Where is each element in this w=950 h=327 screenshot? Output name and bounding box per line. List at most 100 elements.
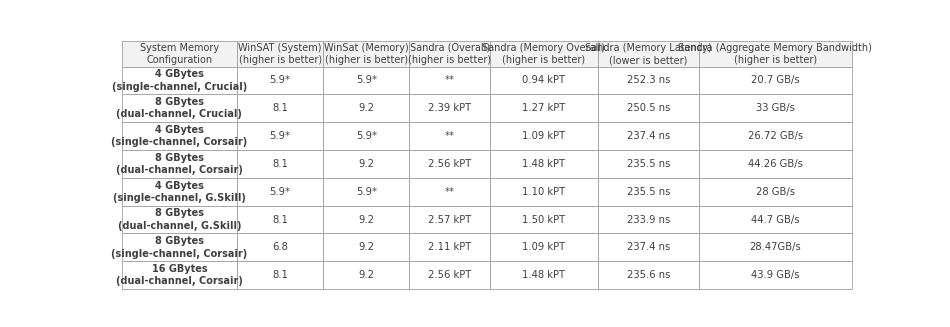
Text: 5.9*: 5.9*: [356, 187, 377, 197]
Bar: [698, 95, 852, 122]
Bar: [409, 206, 490, 233]
Bar: [238, 41, 323, 67]
Bar: [122, 178, 238, 206]
Bar: [238, 67, 323, 95]
Bar: [490, 206, 598, 233]
Text: 235.5 ns: 235.5 ns: [627, 159, 670, 169]
Text: 235.5 ns: 235.5 ns: [627, 187, 670, 197]
Bar: [598, 178, 698, 206]
Bar: [698, 67, 852, 95]
Text: Sandra (Overall)
(higher is better): Sandra (Overall) (higher is better): [408, 43, 491, 65]
Bar: [238, 206, 323, 233]
Text: 235.6 ns: 235.6 ns: [627, 270, 670, 280]
Text: 1.50 kPT: 1.50 kPT: [522, 215, 565, 225]
Bar: [490, 41, 598, 67]
Bar: [490, 233, 598, 261]
Bar: [238, 233, 323, 261]
Text: 1.09 kPT: 1.09 kPT: [522, 131, 565, 141]
Text: 4 GBytes
(single-channel, Corsair): 4 GBytes (single-channel, Corsair): [111, 125, 248, 147]
Text: 5.9*: 5.9*: [270, 76, 291, 85]
Bar: [409, 67, 490, 95]
Text: 8 GBytes
(single-channel, Corsair): 8 GBytes (single-channel, Corsair): [111, 236, 248, 259]
Text: 8.1: 8.1: [273, 159, 288, 169]
Bar: [490, 178, 598, 206]
Text: 8 GBytes
(dual-channel, Corsair): 8 GBytes (dual-channel, Corsair): [116, 153, 243, 175]
Text: 1.10 kPT: 1.10 kPT: [522, 187, 565, 197]
Bar: [490, 261, 598, 289]
Text: 20.7 GB/s: 20.7 GB/s: [751, 76, 800, 85]
Text: 6.8: 6.8: [273, 242, 288, 252]
Text: WinSat (Memory)
(higher is better): WinSat (Memory) (higher is better): [324, 43, 408, 65]
Text: 43.9 GB/s: 43.9 GB/s: [751, 270, 800, 280]
Bar: [122, 233, 238, 261]
Text: 8 GBytes
(dual-channel, G.Skill): 8 GBytes (dual-channel, G.Skill): [118, 208, 241, 231]
Bar: [598, 95, 698, 122]
Text: 250.5 ns: 250.5 ns: [627, 103, 670, 113]
Text: 8.1: 8.1: [273, 270, 288, 280]
Bar: [698, 41, 852, 67]
Text: 33 GB/s: 33 GB/s: [756, 103, 795, 113]
Text: 1.48 kPT: 1.48 kPT: [522, 159, 565, 169]
Bar: [409, 150, 490, 178]
Bar: [490, 95, 598, 122]
Bar: [238, 95, 323, 122]
Text: 9.2: 9.2: [358, 159, 374, 169]
Bar: [409, 95, 490, 122]
Text: 8.1: 8.1: [273, 103, 288, 113]
Text: 5.9*: 5.9*: [356, 76, 377, 85]
Text: 2.57 kPT: 2.57 kPT: [428, 215, 471, 225]
Text: 8.1: 8.1: [273, 215, 288, 225]
Text: 44.26 GB/s: 44.26 GB/s: [748, 159, 803, 169]
Text: 5.9*: 5.9*: [270, 187, 291, 197]
Bar: [122, 41, 238, 67]
Text: 2.56 kPT: 2.56 kPT: [428, 270, 471, 280]
Text: 1.27 kPT: 1.27 kPT: [522, 103, 565, 113]
Text: 4 GBytes
(single-channel, Crucial): 4 GBytes (single-channel, Crucial): [112, 69, 247, 92]
Bar: [122, 67, 238, 95]
Text: 0.94 kPT: 0.94 kPT: [522, 76, 565, 85]
Bar: [238, 122, 323, 150]
Bar: [698, 233, 852, 261]
Bar: [238, 261, 323, 289]
Bar: [323, 261, 409, 289]
Text: 5.9*: 5.9*: [270, 131, 291, 141]
Text: Sandra (Memory Latency)
(lower is better): Sandra (Memory Latency) (lower is better…: [585, 43, 712, 65]
Text: Sandra (Memory Overall)
(higher is better): Sandra (Memory Overall) (higher is bette…: [483, 43, 605, 65]
Text: 9.2: 9.2: [358, 270, 374, 280]
Bar: [698, 150, 852, 178]
Text: 26.72 GB/s: 26.72 GB/s: [748, 131, 803, 141]
Text: **: **: [445, 76, 455, 85]
Bar: [323, 67, 409, 95]
Bar: [122, 150, 238, 178]
Bar: [698, 261, 852, 289]
Bar: [490, 122, 598, 150]
Bar: [238, 178, 323, 206]
Bar: [490, 67, 598, 95]
Bar: [698, 178, 852, 206]
Text: 8 GBytes
(dual-channel, Crucial): 8 GBytes (dual-channel, Crucial): [117, 97, 242, 119]
Bar: [323, 206, 409, 233]
Text: 2.56 kPT: 2.56 kPT: [428, 159, 471, 169]
Bar: [238, 150, 323, 178]
Bar: [409, 122, 490, 150]
Text: 9.2: 9.2: [358, 215, 374, 225]
Bar: [323, 41, 409, 67]
Text: 4 GBytes
(single-channel, G.Skill): 4 GBytes (single-channel, G.Skill): [113, 181, 246, 203]
Text: **: **: [445, 187, 455, 197]
Bar: [122, 206, 238, 233]
Bar: [598, 206, 698, 233]
Text: 28.47GB/s: 28.47GB/s: [750, 242, 801, 252]
Text: 9.2: 9.2: [358, 242, 374, 252]
Text: 233.9 ns: 233.9 ns: [627, 215, 670, 225]
Bar: [409, 233, 490, 261]
Bar: [323, 95, 409, 122]
Text: 5.9*: 5.9*: [356, 131, 377, 141]
Text: 237.4 ns: 237.4 ns: [627, 131, 670, 141]
Bar: [598, 233, 698, 261]
Bar: [323, 233, 409, 261]
Bar: [598, 261, 698, 289]
Bar: [598, 150, 698, 178]
Text: Sandra (Aggregate Memory Bandwidth)
(higher is better): Sandra (Aggregate Memory Bandwidth) (hig…: [678, 43, 872, 65]
Text: 28 GB/s: 28 GB/s: [756, 187, 795, 197]
Text: 9.2: 9.2: [358, 103, 374, 113]
